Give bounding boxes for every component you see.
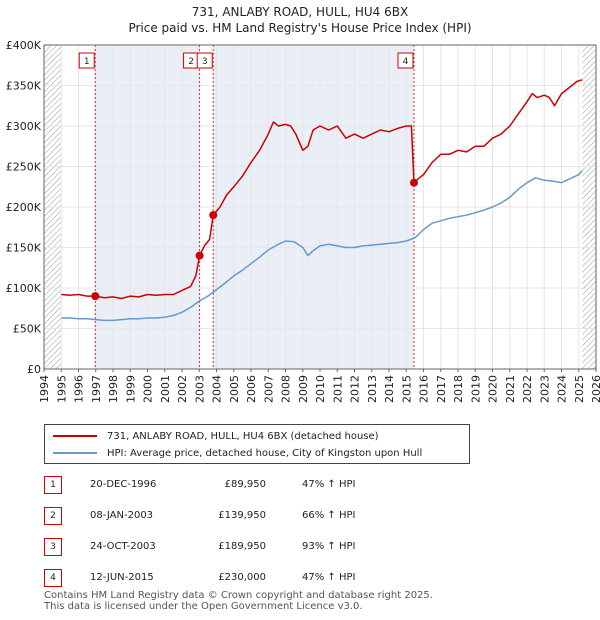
sale-point <box>209 211 218 220</box>
x-tick-label: 2015 <box>400 375 413 403</box>
x-tick-label: 2014 <box>383 375 396 403</box>
y-tick-label: £0 <box>27 363 41 376</box>
x-tick-label: 2023 <box>538 375 551 403</box>
sale-number-badge: 1 <box>44 476 62 494</box>
sale-number-badge: 2 <box>44 507 62 525</box>
sale-date: 12-JUN-2015 <box>90 572 154 583</box>
sale-label-box <box>78 52 95 69</box>
sale-date: 20-DEC-1996 <box>90 479 157 490</box>
sale-label-box <box>196 52 213 69</box>
x-tick-label: 2002 <box>176 375 189 403</box>
y-tick-label: £250K <box>6 161 42 174</box>
sale-label-number: 2 <box>188 57 194 67</box>
x-tick-label: 2016 <box>418 375 431 403</box>
x-tick-label: 2010 <box>314 375 327 403</box>
sale-row: 1 20-DEC-1996 £89,950 47% ↑ HPI <box>44 476 544 494</box>
x-tick-label: 2013 <box>366 375 379 403</box>
chart-legend: 731, ANLABY ROAD, HULL, HU4 6BX (detache… <box>44 424 470 464</box>
y-tick-label: £350K <box>6 80 42 93</box>
x-tick-label: 2017 <box>435 375 448 403</box>
sale-price: £189,950 <box>218 541 266 552</box>
x-tick-label: 2011 <box>331 375 344 403</box>
x-tick-label: 1999 <box>124 375 137 403</box>
x-tick-label: 2018 <box>452 375 465 403</box>
x-tick-label: 2001 <box>159 375 172 403</box>
sale-price: £139,950 <box>218 510 266 521</box>
sale-point <box>195 251 204 260</box>
sale-point <box>91 292 100 301</box>
footer: Contains HM Land Registry data © Crown c… <box>44 590 433 612</box>
x-tick-label: 2020 <box>487 375 500 403</box>
sale-row: 3 24-OCT-2003 £189,950 93% ↑ HPI <box>44 538 544 556</box>
x-tick-label: 2019 <box>469 375 482 403</box>
sale-label-number: 3 <box>202 57 208 67</box>
sale-price: £230,000 <box>218 572 266 583</box>
footer-licence: This data is licensed under the Open Gov… <box>44 601 363 612</box>
y-tick-label: £50K <box>13 323 42 336</box>
sale-price: £89,950 <box>224 479 266 490</box>
footer-copyright: Contains HM Land Registry data © Crown c… <box>44 590 433 601</box>
x-tick-label: 2000 <box>142 375 155 403</box>
sale-hpi-change: 47% ↑ HPI <box>302 479 356 490</box>
y-tick-label: £200K <box>6 201 42 214</box>
x-tick-label: 1995 <box>55 375 68 403</box>
sale-row: 4 12-JUN-2015 £230,000 47% ↑ HPI <box>44 569 544 587</box>
x-tick-label: 2008 <box>280 375 293 403</box>
x-tick-label: 1997 <box>90 375 103 403</box>
legend-price-label: 731, ANLABY ROAD, HULL, HU4 6BX (detache… <box>107 430 379 442</box>
x-tick-label: 1996 <box>73 375 86 403</box>
legend-item-hpi: HPI: Average price, detached house, City… <box>53 446 422 460</box>
sale-number-badge: 4 <box>44 569 62 587</box>
x-tick-label: 2005 <box>228 375 241 403</box>
y-tick-label: £100K <box>6 282 42 295</box>
sale-hpi-change: 47% ↑ HPI <box>302 572 356 583</box>
y-tick-label: £400K <box>6 39 42 52</box>
sale-label-number: 4 <box>403 57 409 67</box>
sale-date: 08-JAN-2003 <box>90 510 154 521</box>
legend-hpi-label: HPI: Average price, detached house, City… <box>107 447 423 459</box>
x-tick-label: 2022 <box>521 375 534 403</box>
y-tick-label: £150K <box>6 242 42 255</box>
y-tick-label: £300K <box>6 120 42 133</box>
x-tick-label: 2026 <box>590 375 600 403</box>
x-tick-label: 2012 <box>349 375 362 403</box>
x-tick-label: 2021 <box>504 375 517 403</box>
legend-price-swatch <box>53 435 97 437</box>
x-tick-label: 2009 <box>297 375 310 403</box>
x-tick-label: 2024 <box>556 375 569 403</box>
sale-number-badge: 3 <box>44 538 62 556</box>
sale-label-box <box>397 52 414 69</box>
chart-subtitle: Price paid vs. HM Land Registry's House … <box>128 21 472 35</box>
chart-title: 731, ANLABY ROAD, HULL, HU4 6BX <box>191 5 409 19</box>
sale-hpi-change: 93% ↑ HPI <box>302 541 356 552</box>
legend-hpi-swatch <box>53 452 97 454</box>
hpi-series-line <box>61 170 583 322</box>
x-tick-label: 2004 <box>211 375 224 403</box>
price-series-line <box>61 79 583 300</box>
sale-point <box>410 178 419 187</box>
sale-label-number: 1 <box>84 57 90 67</box>
legend-item-price: 731, ANLABY ROAD, HULL, HU4 6BX (detache… <box>53 429 379 443</box>
x-tick-label: 2025 <box>573 375 586 403</box>
x-tick-label: 1998 <box>107 375 120 403</box>
sale-hpi-change: 66% ↑ HPI <box>302 510 356 521</box>
x-tick-label: 1994 <box>38 375 51 403</box>
sale-date: 24-OCT-2003 <box>90 541 156 552</box>
x-tick-label: 2003 <box>193 375 206 403</box>
x-tick-label: 2007 <box>262 375 275 403</box>
sale-row: 2 08-JAN-2003 £139,950 66% ↑ HPI <box>44 507 544 525</box>
x-tick-label: 2006 <box>245 375 258 403</box>
